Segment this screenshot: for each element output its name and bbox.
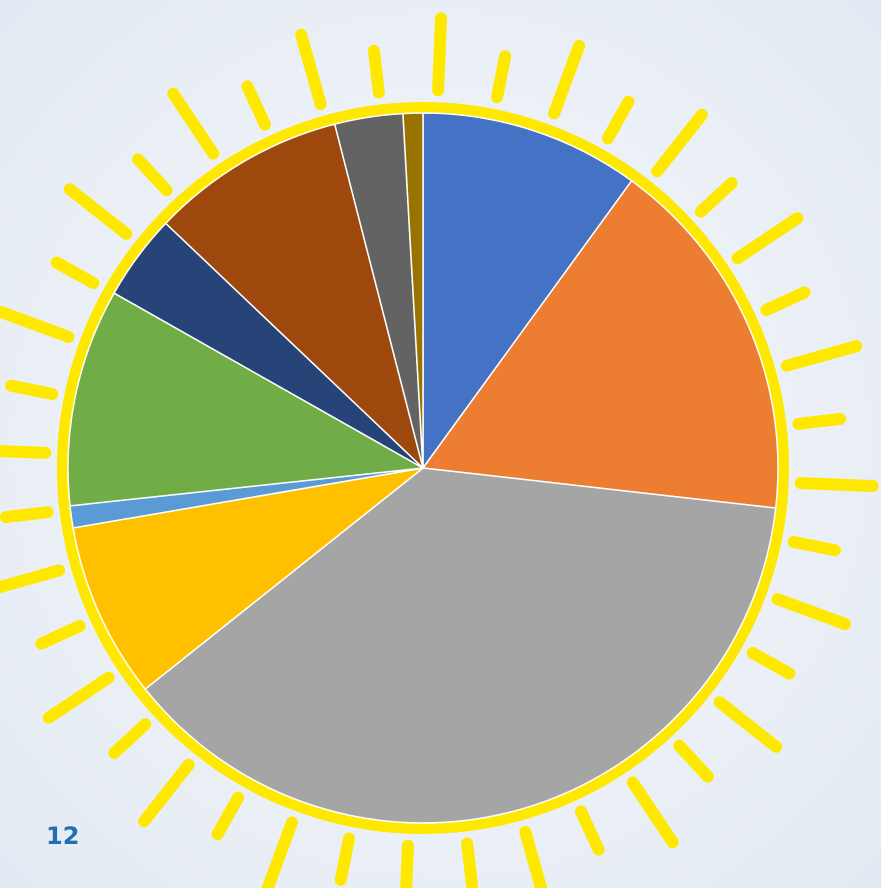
sun-ray <box>438 18 441 90</box>
sun-ray <box>794 542 835 550</box>
pie <box>68 113 778 823</box>
slide: 12 <box>0 0 881 888</box>
sun-ray <box>467 843 472 885</box>
page-number: 12 <box>46 822 79 850</box>
sun-ray <box>801 483 873 486</box>
sun-ray <box>798 419 840 424</box>
sun-ray <box>11 386 52 394</box>
sun-ray <box>6 512 48 517</box>
sun-ray <box>405 846 408 888</box>
sun-ray <box>497 56 505 97</box>
sun-ray <box>341 839 349 880</box>
sun-ray <box>374 51 379 93</box>
sun-ray <box>0 450 45 453</box>
